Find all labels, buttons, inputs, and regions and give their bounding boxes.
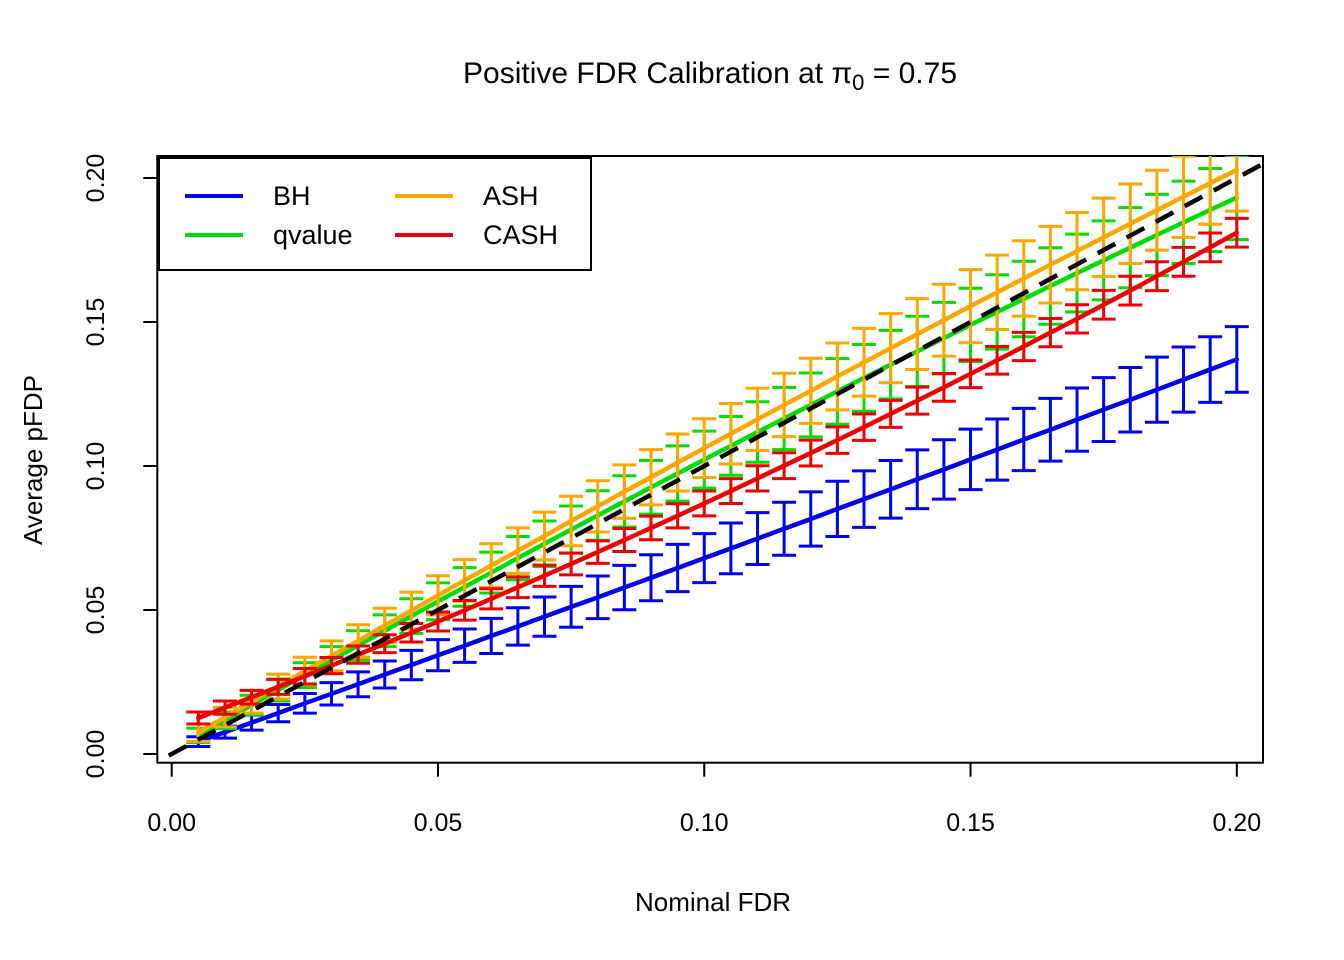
legend-line-bh [185, 194, 243, 198]
legend-label-qvalue: qvalue [273, 220, 353, 250]
x-tick-label: 0.05 [414, 809, 463, 837]
x-tick-label: 0.15 [946, 809, 995, 837]
legend-item-cash: CASH [395, 220, 558, 250]
chart-title: Positive FDR Calibration at π0 = 0.75 [376, 54, 1044, 95]
title-value: = 0.75 [864, 57, 957, 90]
series-line-ash [196, 167, 1240, 735]
plot-data-layer [157, 156, 1263, 763]
y-tick-label: 0.00 [82, 730, 110, 779]
series-line-bh [196, 357, 1240, 744]
y-axis-title: Average pFDP [18, 374, 48, 546]
legend-label-cash: CASH [483, 220, 559, 250]
pi-subscript: 0 [852, 70, 865, 95]
x-tick-label: 0.20 [1212, 809, 1261, 837]
series-line-cash [196, 230, 1240, 721]
legend-line-ash [395, 194, 453, 198]
y-tick-label: 0.10 [82, 442, 110, 491]
y-tick-label: 0.20 [82, 154, 110, 203]
error-bars-cash [186, 216, 1249, 726]
legend-item-ash: ASH [395, 181, 539, 211]
pi-symbol: π [831, 57, 853, 90]
x-axis-title: Nominal FDR [634, 887, 792, 917]
series-line-qvalue [196, 195, 1240, 738]
y-tick-label: 0.05 [82, 586, 110, 635]
legend: BH qvalue ASH CASH [158, 157, 592, 271]
plot-frame [156, 155, 1264, 764]
x-tick-label: 0.00 [147, 809, 196, 837]
legend-item-qvalue: qvalue [185, 220, 353, 250]
legend-line-qvalue [185, 233, 243, 237]
legend-line-cash [395, 233, 453, 237]
reference-line-identity [157, 161, 1263, 763]
y-tick-label: 0.15 [82, 298, 110, 347]
legend-label-bh: BH [273, 181, 311, 211]
legend-item-bh: BH [185, 181, 311, 211]
x-tick-label: 0.10 [680, 809, 729, 837]
title-text: Positive FDR Calibration at [463, 57, 832, 90]
legend-label-ash: ASH [483, 181, 539, 211]
error-bars-bh [186, 325, 1249, 749]
